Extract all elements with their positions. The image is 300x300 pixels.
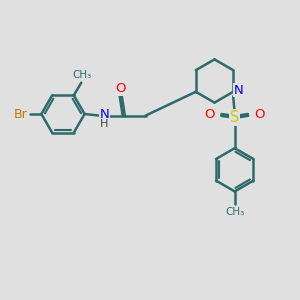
Text: S: S	[230, 110, 239, 125]
Text: CH₃: CH₃	[72, 70, 92, 80]
Text: CH₃: CH₃	[225, 207, 244, 217]
Text: N: N	[234, 84, 244, 97]
Text: O: O	[115, 82, 126, 95]
Text: Br: Br	[14, 107, 27, 121]
Text: O: O	[254, 108, 265, 121]
Text: O: O	[205, 108, 215, 121]
Text: N: N	[100, 108, 109, 122]
Text: H: H	[100, 119, 109, 130]
